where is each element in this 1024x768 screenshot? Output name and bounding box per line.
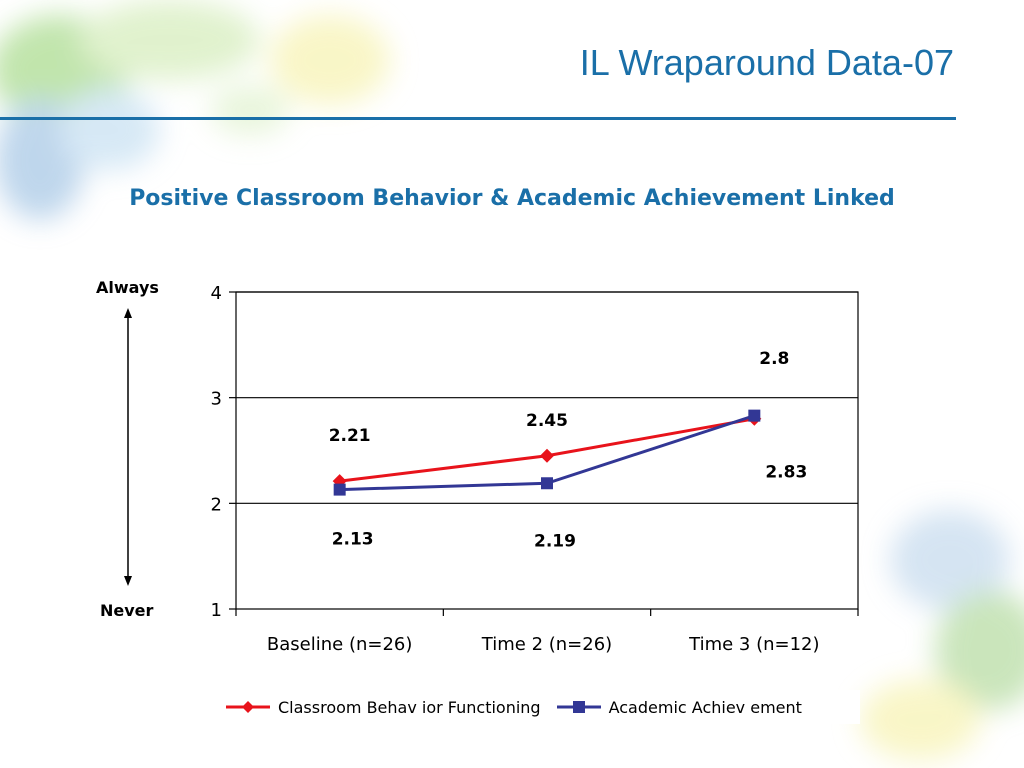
data-label: 2.83 bbox=[765, 463, 807, 483]
data-point bbox=[541, 477, 553, 490]
chart-legend: Classroom Behav ior Functioning Academic… bbox=[218, 690, 860, 724]
y-tick-label: 4 bbox=[211, 283, 222, 304]
legend-item-academic: Academic Achiev ement bbox=[555, 698, 802, 717]
legend-label-classroom: Classroom Behav ior Functioning bbox=[278, 697, 541, 717]
data-label: 2.19 bbox=[534, 531, 576, 551]
slide-title: IL Wraparound Data-07 bbox=[579, 42, 954, 83]
data-label: 2.8 bbox=[759, 349, 789, 369]
data-point bbox=[748, 409, 761, 422]
legend-item-classroom: Classroom Behav ior Functioning bbox=[224, 698, 541, 717]
data-label: 2.45 bbox=[526, 411, 568, 431]
x-tick-label: Time 3 (n=12) bbox=[688, 634, 819, 655]
y-tick-label: 1 bbox=[211, 600, 222, 621]
y-tick-label: 3 bbox=[211, 389, 222, 410]
x-tick-label: Baseline (n=26) bbox=[267, 634, 412, 655]
legend-marker-square bbox=[556, 701, 601, 713]
legend-label-academic: Academic Achiev ement bbox=[608, 697, 802, 717]
plot-border bbox=[235, 291, 859, 610]
data-point bbox=[540, 448, 554, 463]
scale-top-label: Always bbox=[96, 278, 159, 297]
data-label: 2.13 bbox=[332, 530, 374, 550]
y-tick-label: 2 bbox=[211, 494, 222, 515]
x-tick-label: Time 2 (n=26) bbox=[481, 634, 612, 655]
data-label: 2.21 bbox=[329, 426, 371, 446]
chart-subtitle: Positive Classroom Behavior & Academic A… bbox=[129, 186, 895, 211]
title-divider bbox=[0, 117, 956, 120]
legend-marker-diamond bbox=[226, 701, 270, 713]
data-point bbox=[333, 483, 346, 496]
scale-bottom-label: Never bbox=[100, 601, 154, 620]
